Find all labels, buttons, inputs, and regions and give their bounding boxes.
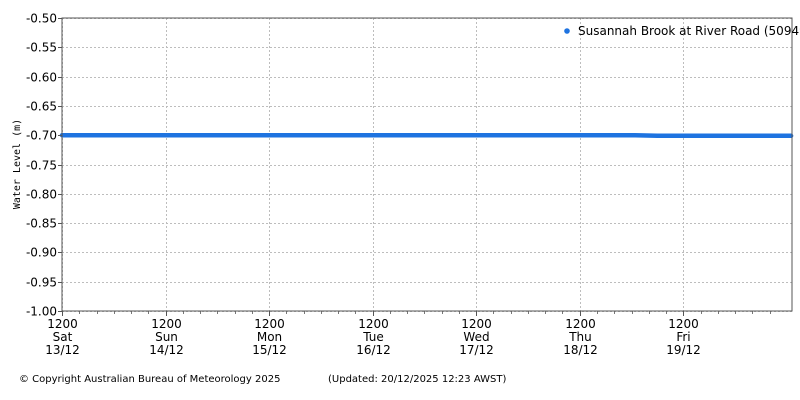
x-tick-label: 1200	[668, 317, 699, 331]
x-tick-label: Wed	[463, 330, 489, 344]
y-tick-label: -0.75	[26, 159, 57, 173]
y-tick-label: -0.50	[26, 12, 57, 26]
x-tick-label: 15/12	[252, 343, 287, 357]
y-tick-label: -0.95	[26, 276, 57, 290]
x-tick-label: 1200	[358, 317, 389, 331]
x-tick-label: 1200	[254, 317, 285, 331]
x-tick-label: 1200	[461, 317, 492, 331]
series-line	[59, 132, 794, 139]
x-tick-label: Sat	[53, 330, 73, 344]
x-tick-label: 14/12	[149, 343, 184, 357]
series-layer	[59, 132, 794, 139]
y-tick-label: -0.70	[26, 129, 57, 143]
plot-frame	[61, 17, 793, 312]
updated-timestamp: (Updated: 20/12/2025 12:23 AWST)	[328, 374, 507, 385]
legend-label: Susannah Brook at River Road (509497)	[578, 24, 800, 38]
y-tick-label: -0.65	[26, 100, 57, 114]
y-tick-label: -0.80	[26, 188, 57, 202]
x-tick-label: 13/12	[45, 343, 80, 357]
water-level-chart: -0.50 -0.55 -0.60 -0.65 -0.70 -0.75 -0.80 -0.85…	[12, 12, 800, 358]
x-tick-label: 1200	[47, 317, 78, 331]
legend: Susannah Brook at River Road (509497)	[564, 24, 800, 38]
y-tick-label: -0.55	[26, 41, 57, 55]
x-tick-label: Fri	[676, 330, 690, 344]
x-axis-ticks: 1200Sat13/121200Sun14/121200Mon15/121200…	[45, 311, 701, 357]
y-axis-ticks: -0.50 -0.55 -0.60 -0.65 -0.70 -0.75 -0.80 -0.85…	[26, 12, 62, 319]
x-tick-label: Thu	[568, 330, 592, 344]
y-axis-label: Water Level (m)	[12, 119, 23, 209]
x-tick-label: Tue	[362, 330, 384, 344]
x-tick-label: 1200	[565, 317, 596, 331]
x-tick-label: Sun	[155, 330, 178, 344]
x-tick-label: 19/12	[666, 343, 701, 357]
legend-marker	[564, 28, 570, 34]
x-tick-label: 1200	[151, 317, 182, 331]
y-tick-label: -1.00	[26, 305, 57, 319]
y-tick-label: -0.60	[26, 71, 57, 85]
plot-area	[62, 18, 792, 311]
x-tick-label: 16/12	[356, 343, 391, 357]
x-tick-label: Mon	[257, 330, 282, 344]
x-tick-label: 17/12	[459, 343, 494, 357]
copyright-notice: © Copyright Australian Bureau of Meteoro…	[19, 374, 281, 385]
y-tick-label: -0.90	[26, 246, 57, 260]
y-tick-label: -0.85	[26, 217, 57, 231]
x-tick-label: 18/12	[563, 343, 598, 357]
